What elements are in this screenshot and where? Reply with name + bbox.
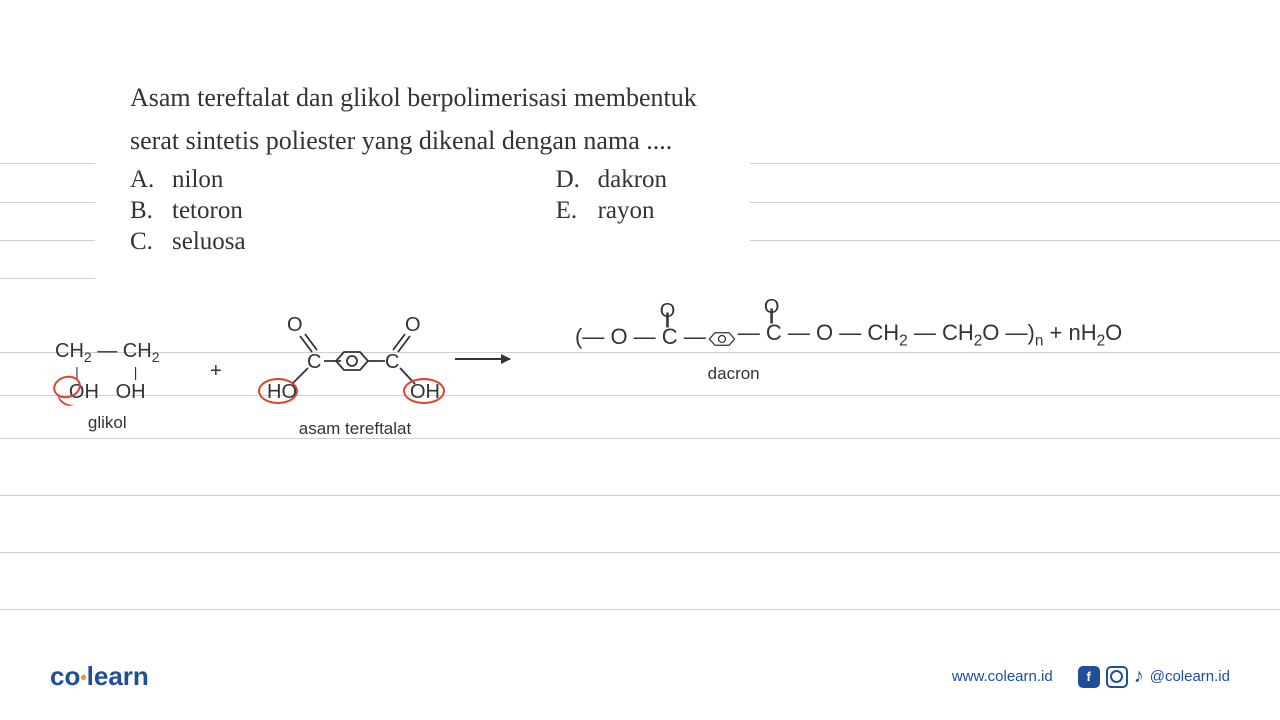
social-handle: @colearn.id bbox=[1150, 668, 1230, 685]
plus-icon: + bbox=[210, 360, 222, 383]
dacron-formula: (— O — CO|| — — CO|| — O — CH2 — CH2O —)… bbox=[575, 320, 1122, 350]
option-a: A. nilon bbox=[130, 166, 246, 194]
option-text: tetoron bbox=[172, 197, 243, 225]
footer-right: www.colearn.id f ♪ @colearn.id bbox=[952, 665, 1230, 688]
option-b: B. tetoron bbox=[130, 197, 246, 225]
instagram-icon[interactable] bbox=[1106, 666, 1128, 688]
glikol-label: glikol bbox=[55, 413, 159, 433]
option-letter: A. bbox=[130, 166, 154, 194]
ruled-line bbox=[0, 163, 95, 164]
options-col-left: A. nilon B. tetoron C. seluosa bbox=[130, 166, 246, 256]
question-line-2: serat sintetis poliester yang dikenal de… bbox=[130, 123, 1150, 158]
option-e: E. rayon bbox=[556, 197, 667, 225]
dacron-benzene-icon bbox=[708, 328, 736, 350]
option-text: seluosa bbox=[172, 228, 246, 256]
footer: co•learn www.colearn.id f ♪ @colearn.id bbox=[0, 661, 1280, 692]
dacron-structure: (— O — CO|| — — CO|| — O — CH2 — CH2O —)… bbox=[575, 320, 1122, 384]
svg-text:C: C bbox=[307, 351, 321, 373]
option-text: nilon bbox=[172, 166, 223, 194]
option-letter: E. bbox=[556, 197, 580, 225]
ruled-line bbox=[0, 202, 95, 203]
tereftalat-label: asam tereftalat bbox=[245, 419, 465, 439]
logo-co: co bbox=[50, 661, 80, 691]
chemistry-area: CH2 — CH2 | | OH OH glikol + O C HO bbox=[55, 310, 1235, 510]
options-col-right: D. dakron E. rayon bbox=[556, 166, 667, 256]
option-d: D. dakron bbox=[556, 166, 667, 194]
option-text: rayon bbox=[598, 197, 655, 225]
arrow-icon bbox=[455, 358, 510, 360]
glikol-top: CH2 — CH2 bbox=[55, 340, 159, 365]
question-line-1: Asam tereftalat dan glikol berpolimerisa… bbox=[130, 80, 1150, 115]
ruled-line bbox=[0, 278, 95, 279]
facebook-icon[interactable]: f bbox=[1078, 666, 1100, 688]
pen-circle-ho bbox=[258, 378, 298, 404]
ruled-line bbox=[0, 609, 1280, 610]
ruled-line bbox=[0, 240, 95, 241]
svg-text:O: O bbox=[405, 314, 421, 336]
options-row: A. nilon B. tetoron C. seluosa D. dakron… bbox=[130, 166, 1150, 256]
svg-text:O: O bbox=[287, 314, 303, 336]
dacron-label: dacron bbox=[345, 364, 1122, 384]
option-letter: B. bbox=[130, 197, 154, 225]
option-letter: C. bbox=[130, 228, 154, 256]
logo-learn: learn bbox=[87, 661, 149, 691]
question-block: Asam tereftalat dan glikol berpolimerisa… bbox=[130, 80, 1150, 256]
option-c: C. seluosa bbox=[130, 228, 246, 256]
ruled-line bbox=[0, 552, 1280, 553]
tiktok-icon[interactable]: ♪ bbox=[1134, 665, 1144, 688]
social-icons: f ♪ @colearn.id bbox=[1078, 665, 1230, 688]
option-text: dakron bbox=[598, 166, 667, 194]
colearn-logo: co•learn bbox=[50, 661, 149, 692]
website-link[interactable]: www.colearn.id bbox=[952, 668, 1053, 685]
option-letter: D. bbox=[556, 166, 580, 194]
